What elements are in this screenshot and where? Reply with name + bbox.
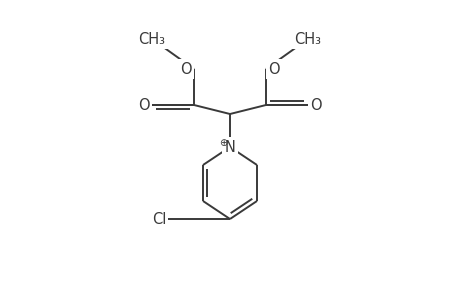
Text: N: N [224, 140, 235, 154]
Text: O: O [268, 61, 280, 76]
Text: O: O [179, 61, 191, 76]
Text: CH₃: CH₃ [138, 32, 165, 46]
Text: O: O [310, 98, 321, 112]
Text: Cl: Cl [151, 212, 166, 226]
Text: CH₃: CH₃ [294, 32, 321, 46]
Text: O: O [138, 98, 149, 112]
Text: ⊕: ⊕ [218, 138, 227, 148]
